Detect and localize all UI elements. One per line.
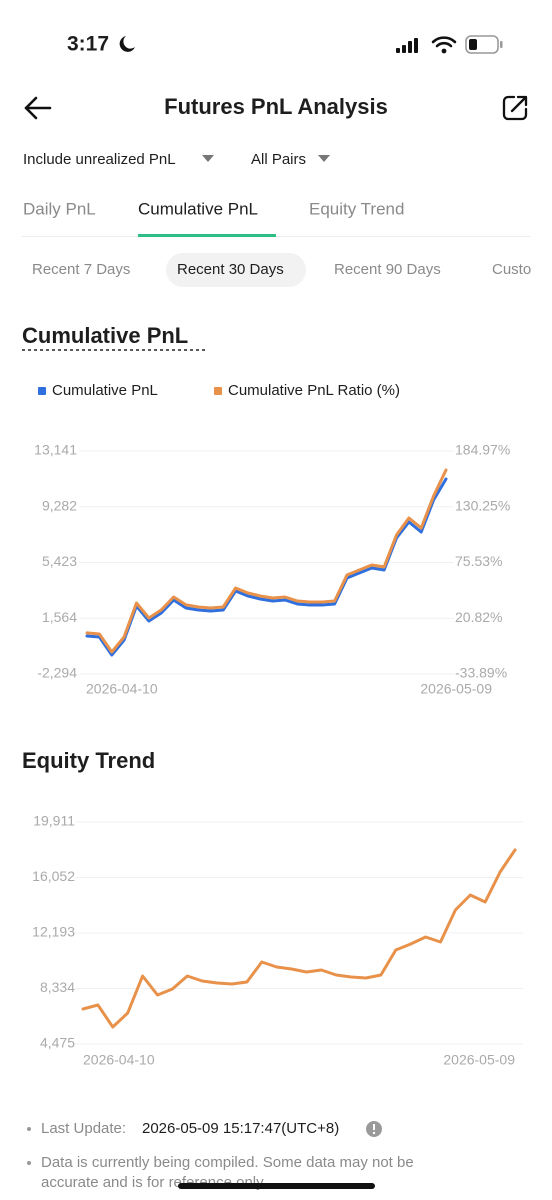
series-line	[85, 477, 448, 657]
y2-tick-label: -33.89%	[455, 665, 507, 681]
update-label: Last Update:	[41, 1120, 126, 1137]
period[interactable]: Custo	[492, 261, 531, 278]
series-line	[81, 848, 517, 1029]
x-tick-label: 2026-05-09	[443, 1052, 515, 1068]
y-tick-label: 12,193	[32, 924, 75, 940]
y2-tick-label: 184.97%	[455, 442, 510, 458]
battery	[465, 35, 499, 54]
x-tick-label: 2026-04-10	[86, 681, 158, 697]
tab[interactable]: Equity Trend	[309, 199, 404, 218]
signal-icon	[396, 38, 418, 53]
legend-swatch	[214, 387, 222, 395]
y-tick-label: 13,141	[34, 442, 77, 458]
bullet	[27, 1127, 31, 1131]
filter-pnl[interactable]: Include unrealized PnL	[23, 151, 176, 168]
tab[interactable]: Daily PnL	[23, 199, 96, 218]
update-value: 2026-05-09 15:17:47(UTC+8)	[142, 1120, 339, 1137]
wifi-icon	[431, 36, 457, 48]
moon-icon	[119, 36, 135, 52]
note-line: Data is currently being compiled. Some d…	[41, 1154, 414, 1171]
legend-swatch	[38, 387, 46, 395]
bullet	[27, 1161, 31, 1165]
y-tick-label: 5,423	[42, 553, 77, 569]
tab-active[interactable]: Cumulative PnL	[138, 199, 258, 218]
y-tick-label: 8,334	[40, 979, 75, 995]
info-icon-dot	[372, 1131, 376, 1135]
back-button[interactable]	[24, 96, 52, 120]
series-line	[85, 468, 448, 654]
share-button[interactable]	[502, 95, 528, 121]
legend-label: Cumulative PnL	[52, 382, 158, 399]
y2-tick-label: 75.53%	[455, 553, 502, 569]
y-tick-label: 9,282	[42, 497, 77, 513]
x-tick-label: 2026-04-10	[83, 1052, 155, 1068]
y-tick-label: -2,294	[37, 665, 77, 681]
info-icon-mark	[373, 1124, 375, 1130]
period[interactable]: Recent 90 Days	[334, 261, 441, 278]
status-time: 3:17	[67, 33, 109, 56]
chart-title: Cumulative PnL	[22, 323, 188, 348]
x-tick-label: 2026-05-09	[420, 681, 492, 697]
y2-tick-label: 20.82%	[455, 609, 502, 625]
period[interactable]: Recent 7 Days	[32, 261, 130, 278]
filter-caret	[318, 155, 330, 162]
legend-label: Cumulative PnL Ratio (%)	[228, 382, 400, 399]
y2-tick-label: 130.25%	[455, 497, 510, 513]
page-title: Futures PnL Analysis	[164, 94, 388, 119]
battery-tip	[500, 41, 503, 48]
y-tick-label: 1,564	[42, 609, 77, 625]
chart-title: Equity Trend	[22, 748, 155, 773]
tab-indicator	[138, 234, 276, 237]
home-indicator	[178, 1183, 375, 1189]
period-active[interactable]: Recent 30 Days	[177, 261, 284, 278]
wifi-dot	[441, 48, 447, 54]
battery-level	[469, 39, 477, 50]
period-pill	[166, 253, 306, 287]
y-tick-label: 19,911	[33, 813, 75, 829]
y-tick-label: 4,475	[40, 1035, 75, 1051]
filter-pairs[interactable]: All Pairs	[251, 151, 306, 168]
y-tick-label: 16,052	[32, 868, 75, 884]
filter-caret	[202, 155, 214, 162]
